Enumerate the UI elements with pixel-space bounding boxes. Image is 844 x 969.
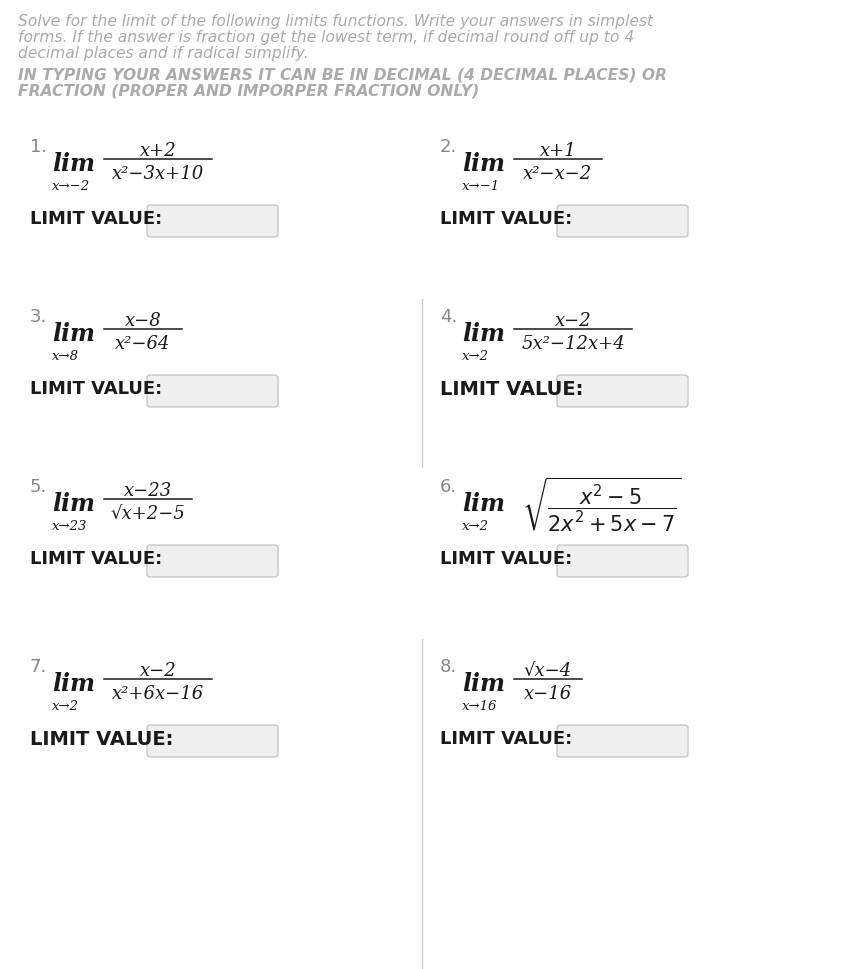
Text: 8.: 8. [440, 657, 457, 675]
FancyBboxPatch shape [147, 376, 278, 408]
Text: x→2: x→2 [462, 350, 489, 362]
Text: decimal places and if radical simplify.: decimal places and if radical simplify. [18, 46, 308, 61]
Text: x→16: x→16 [462, 700, 497, 712]
Text: 6.: 6. [440, 478, 457, 495]
Text: Solve for the limit of the following limits functions. Write your answers in sim: Solve for the limit of the following lim… [18, 14, 652, 29]
Text: x−23: x−23 [124, 482, 172, 499]
Text: x→23: x→23 [52, 519, 87, 532]
Text: x→2: x→2 [52, 700, 78, 712]
Text: x+1: x+1 [539, 141, 576, 160]
Text: x²−64: x²−64 [115, 334, 170, 353]
Text: lim: lim [52, 322, 95, 346]
Text: x→2: x→2 [462, 519, 489, 532]
Text: x−8: x−8 [124, 312, 161, 329]
Text: LIMIT VALUE:: LIMIT VALUE: [30, 380, 162, 397]
Text: 3.: 3. [30, 308, 47, 326]
FancyBboxPatch shape [147, 205, 278, 237]
Text: IN TYPING YOUR ANSWERS IT CAN BE IN DECIMAL (4 DECIMAL PLACES) OR: IN TYPING YOUR ANSWERS IT CAN BE IN DECI… [18, 68, 666, 83]
Text: x+2: x+2 [139, 141, 176, 160]
Text: LIMIT VALUE:: LIMIT VALUE: [30, 209, 162, 228]
Text: $\sqrt{\dfrac{x^2-5}{2x^2+5x-7}}$: $\sqrt{\dfrac{x^2-5}{2x^2+5x-7}}$ [522, 475, 681, 532]
Text: LIMIT VALUE:: LIMIT VALUE: [440, 380, 582, 398]
Text: LIMIT VALUE:: LIMIT VALUE: [440, 209, 571, 228]
FancyBboxPatch shape [556, 546, 687, 578]
Text: forms. If the answer is fraction get the lowest term, if decimal round off up to: forms. If the answer is fraction get the… [18, 30, 634, 45]
Text: √x−4: √x−4 [523, 661, 571, 679]
Text: x²−x−2: x²−x−2 [522, 165, 592, 183]
Text: x→−1: x→−1 [462, 180, 500, 193]
Text: x−2: x−2 [139, 661, 176, 679]
FancyBboxPatch shape [147, 546, 278, 578]
Text: LIMIT VALUE:: LIMIT VALUE: [440, 730, 571, 747]
Text: lim: lim [462, 152, 505, 175]
Text: x→8: x→8 [52, 350, 78, 362]
Text: lim: lim [462, 322, 505, 346]
Text: x²+6x−16: x²+6x−16 [111, 684, 204, 703]
Text: LIMIT VALUE:: LIMIT VALUE: [30, 549, 162, 568]
Text: x−2: x−2 [554, 312, 591, 329]
FancyBboxPatch shape [147, 725, 278, 757]
Text: lim: lim [52, 672, 95, 696]
Text: lim: lim [52, 152, 95, 175]
Text: lim: lim [462, 491, 505, 516]
Text: x²−3x+10: x²−3x+10 [111, 165, 204, 183]
Text: 2.: 2. [440, 138, 457, 156]
Text: LIMIT VALUE:: LIMIT VALUE: [440, 549, 571, 568]
Text: x→−2: x→−2 [52, 180, 90, 193]
Text: LIMIT VALUE:: LIMIT VALUE: [30, 730, 173, 748]
Text: 4.: 4. [440, 308, 457, 326]
FancyBboxPatch shape [556, 725, 687, 757]
Text: 7.: 7. [30, 657, 47, 675]
Text: √x+2−5: √x+2−5 [111, 505, 185, 522]
Text: 5.: 5. [30, 478, 47, 495]
Text: 1.: 1. [30, 138, 47, 156]
Text: x−16: x−16 [523, 684, 571, 703]
Text: lim: lim [462, 672, 505, 696]
FancyBboxPatch shape [556, 205, 687, 237]
Text: 5x²−12x+4: 5x²−12x+4 [521, 334, 624, 353]
FancyBboxPatch shape [556, 376, 687, 408]
Text: FRACTION (PROPER AND IMPORPER FRACTION ONLY): FRACTION (PROPER AND IMPORPER FRACTION O… [18, 84, 479, 99]
Text: lim: lim [52, 491, 95, 516]
